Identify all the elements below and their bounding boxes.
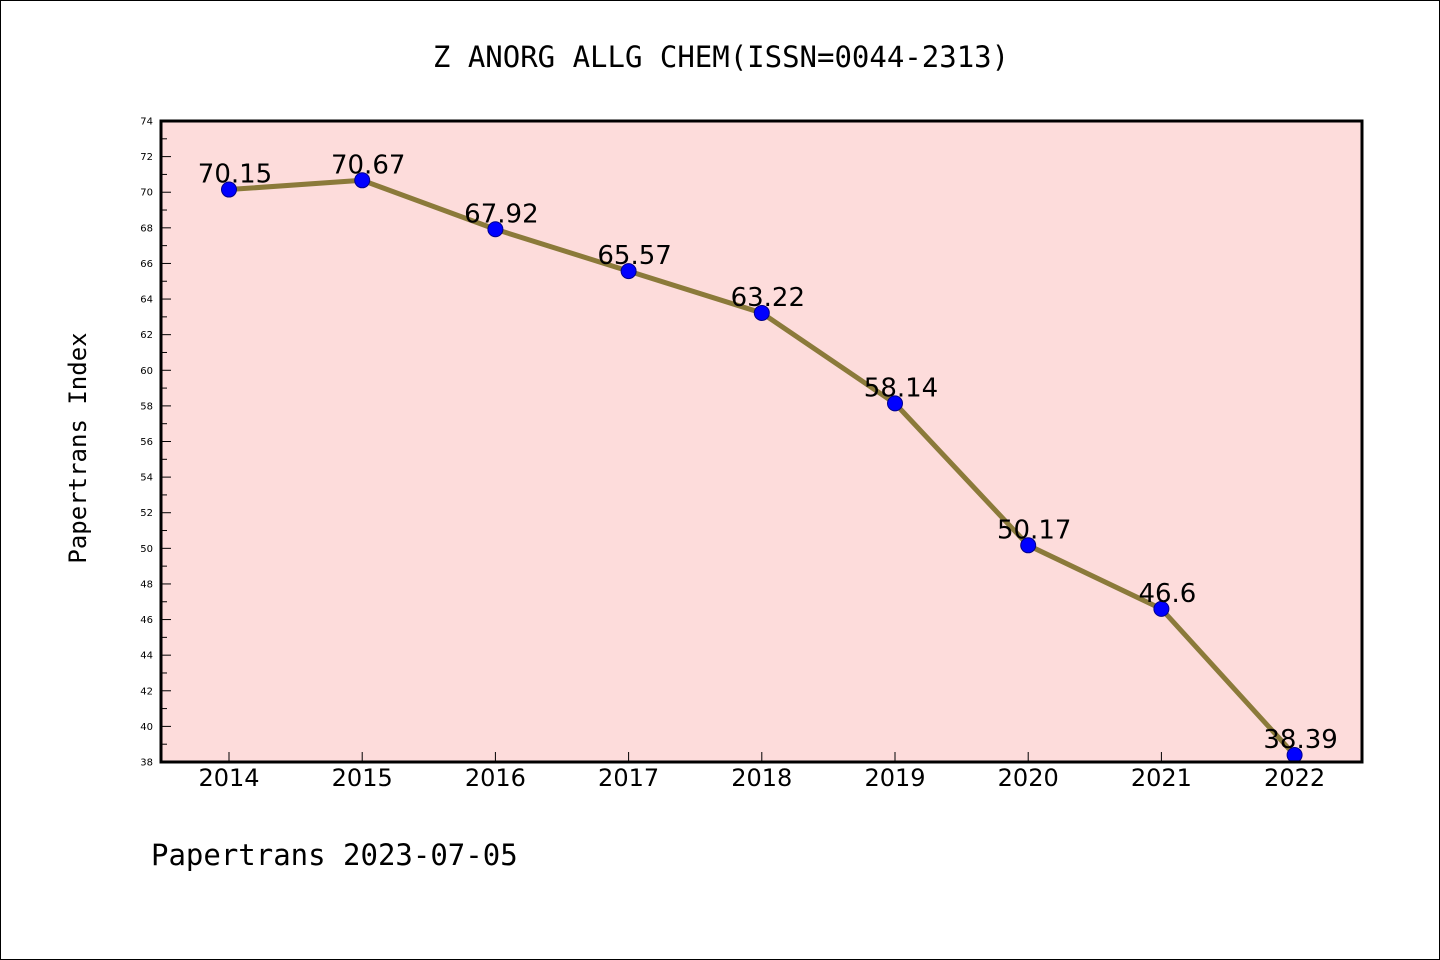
y-tick-label: 50	[140, 544, 153, 555]
y-tick-label: 74	[140, 117, 153, 128]
data-labels: 70.15 70.67 67.92 65.57 63.22 58.14 50.17 46.6 3…	[198, 150, 1338, 755]
y-axis-label: Papertrans Index	[64, 332, 92, 563]
y-axis: 38 40 42 44 46 48 50 52 54 56 58 60 62 64 66 68 70 72 74	[140, 117, 171, 769]
y-tick-label: 46	[140, 615, 153, 626]
data-point	[887, 395, 903, 412]
data-label: 38.39	[1263, 725, 1337, 755]
y-tick-label: 70	[140, 188, 153, 199]
x-tick-label: 2018	[731, 764, 792, 792]
data-label: 67.92	[464, 199, 538, 229]
x-axis: 2014 2015 2016 2017 2018 2019 2020 2021 2022	[198, 752, 1325, 792]
data-label: 46.6	[1138, 579, 1196, 609]
x-tick-label: 2022	[1264, 764, 1325, 792]
y-tick-label: 54	[140, 473, 153, 484]
data-label: 58.14	[864, 373, 938, 403]
plot-area	[161, 121, 1362, 762]
x-tick-label: 2017	[598, 764, 659, 792]
data-point	[221, 181, 237, 198]
data-label: 63.22	[731, 283, 805, 313]
y-tick-label: 52	[140, 508, 153, 519]
series	[221, 172, 1303, 764]
y-tick-label: 72	[140, 152, 153, 163]
x-tick-label: 2015	[332, 764, 393, 792]
data-point	[354, 172, 371, 189]
chart-title: Z ANORG ALLG CHEM(ISSN=0044-2313)	[433, 40, 1009, 74]
y-tick-label: 48	[140, 579, 153, 590]
footer-text: Papertrans 2023-07-05	[151, 838, 518, 872]
x-tick-label: 2020	[998, 764, 1059, 792]
data-point	[1153, 600, 1170, 617]
y-tick-label: 64	[140, 295, 153, 306]
data-point	[753, 304, 770, 321]
x-tick-label: 2016	[465, 764, 526, 792]
y-tick-label: 42	[140, 686, 153, 697]
x-tick-label: 2021	[1131, 764, 1192, 792]
y-tick-label: 56	[140, 437, 153, 448]
y-tick-label: 38	[140, 758, 153, 769]
data-label: 65.57	[597, 241, 671, 271]
data-label: 70.15	[198, 160, 272, 190]
y-tick-label: 62	[140, 330, 153, 341]
data-point	[620, 263, 637, 280]
data-label: 70.67	[331, 150, 405, 180]
y-tick-label: 40	[140, 722, 153, 733]
data-label: 50.17	[997, 515, 1071, 545]
y-tick-label: 66	[140, 259, 153, 270]
y-tick-label: 60	[140, 366, 153, 377]
x-tick-label: 2019	[864, 764, 925, 792]
data-point	[487, 221, 504, 238]
data-point	[1020, 537, 1037, 554]
x-tick-label: 2014	[198, 764, 259, 792]
y-tick-label: 44	[140, 651, 153, 662]
y-tick-label: 68	[140, 223, 153, 234]
plot-frame	[159, 119, 1364, 764]
y-tick-label: 58	[140, 401, 153, 412]
